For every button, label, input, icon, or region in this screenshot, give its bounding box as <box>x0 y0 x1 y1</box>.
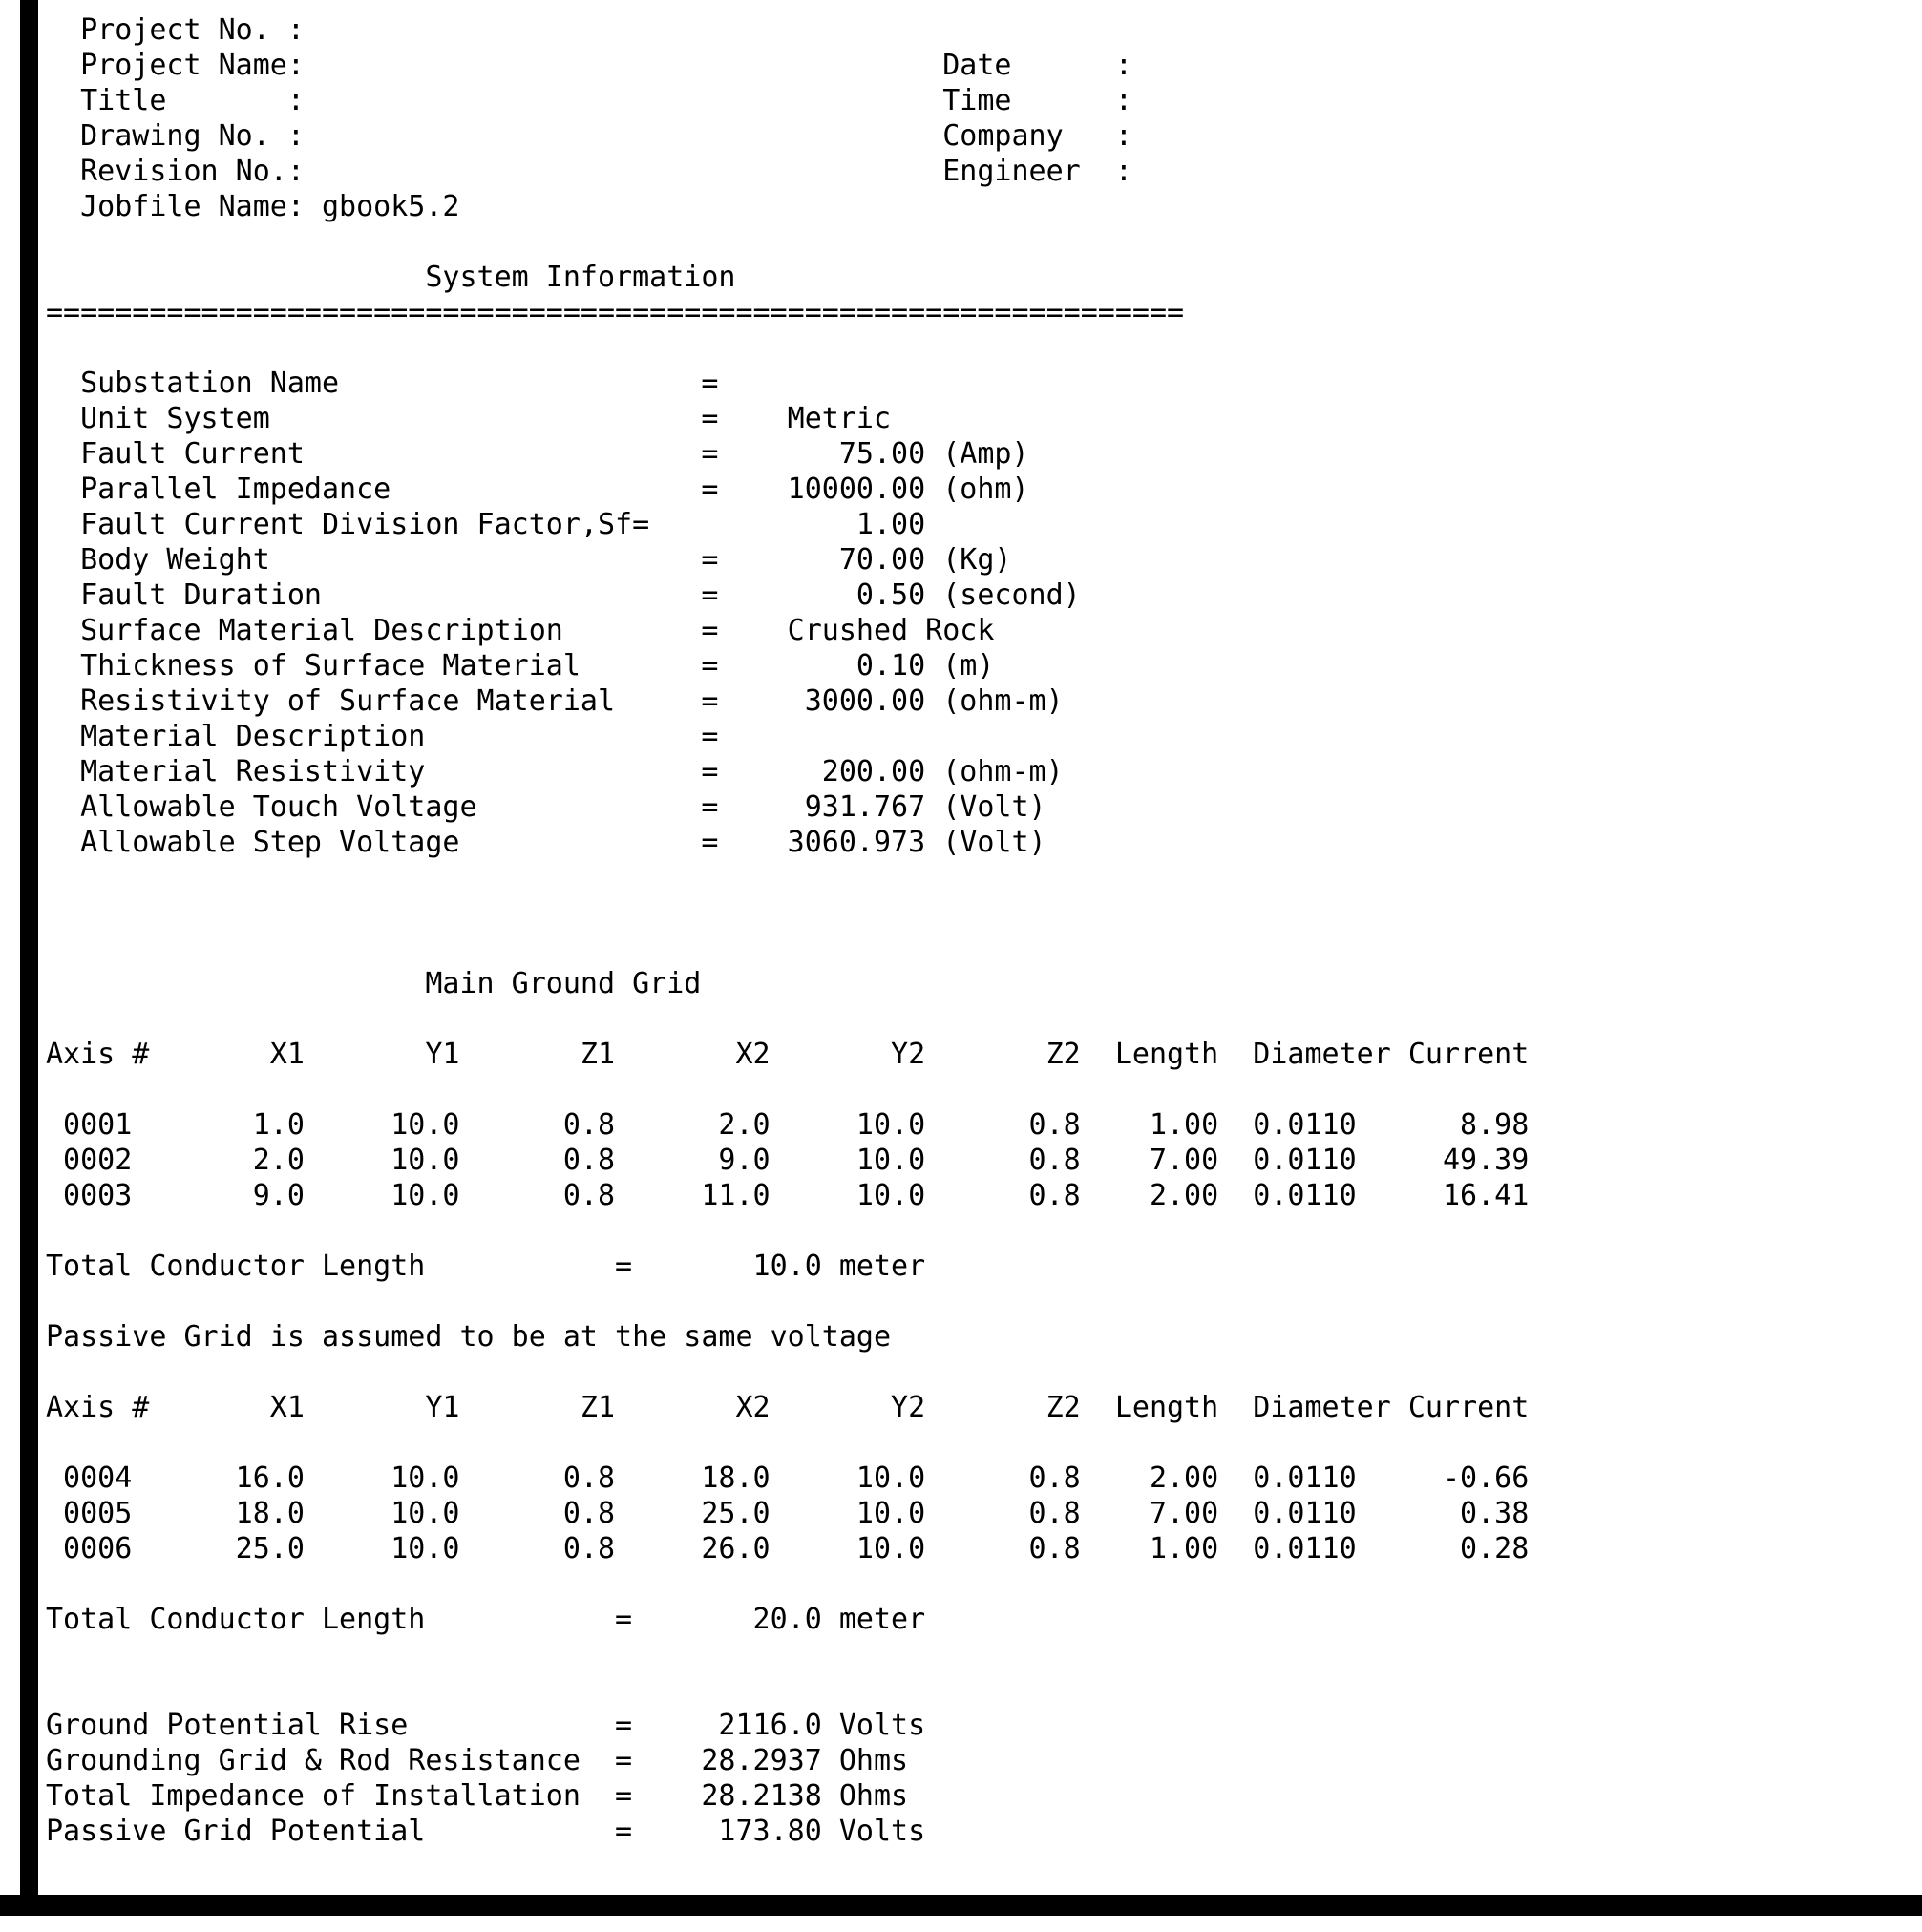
report-text: Project No. : Project Name: Date : Title… <box>46 13 1530 1848</box>
bottom-border-bar <box>0 1895 1922 1916</box>
left-border-bar <box>20 0 38 1916</box>
